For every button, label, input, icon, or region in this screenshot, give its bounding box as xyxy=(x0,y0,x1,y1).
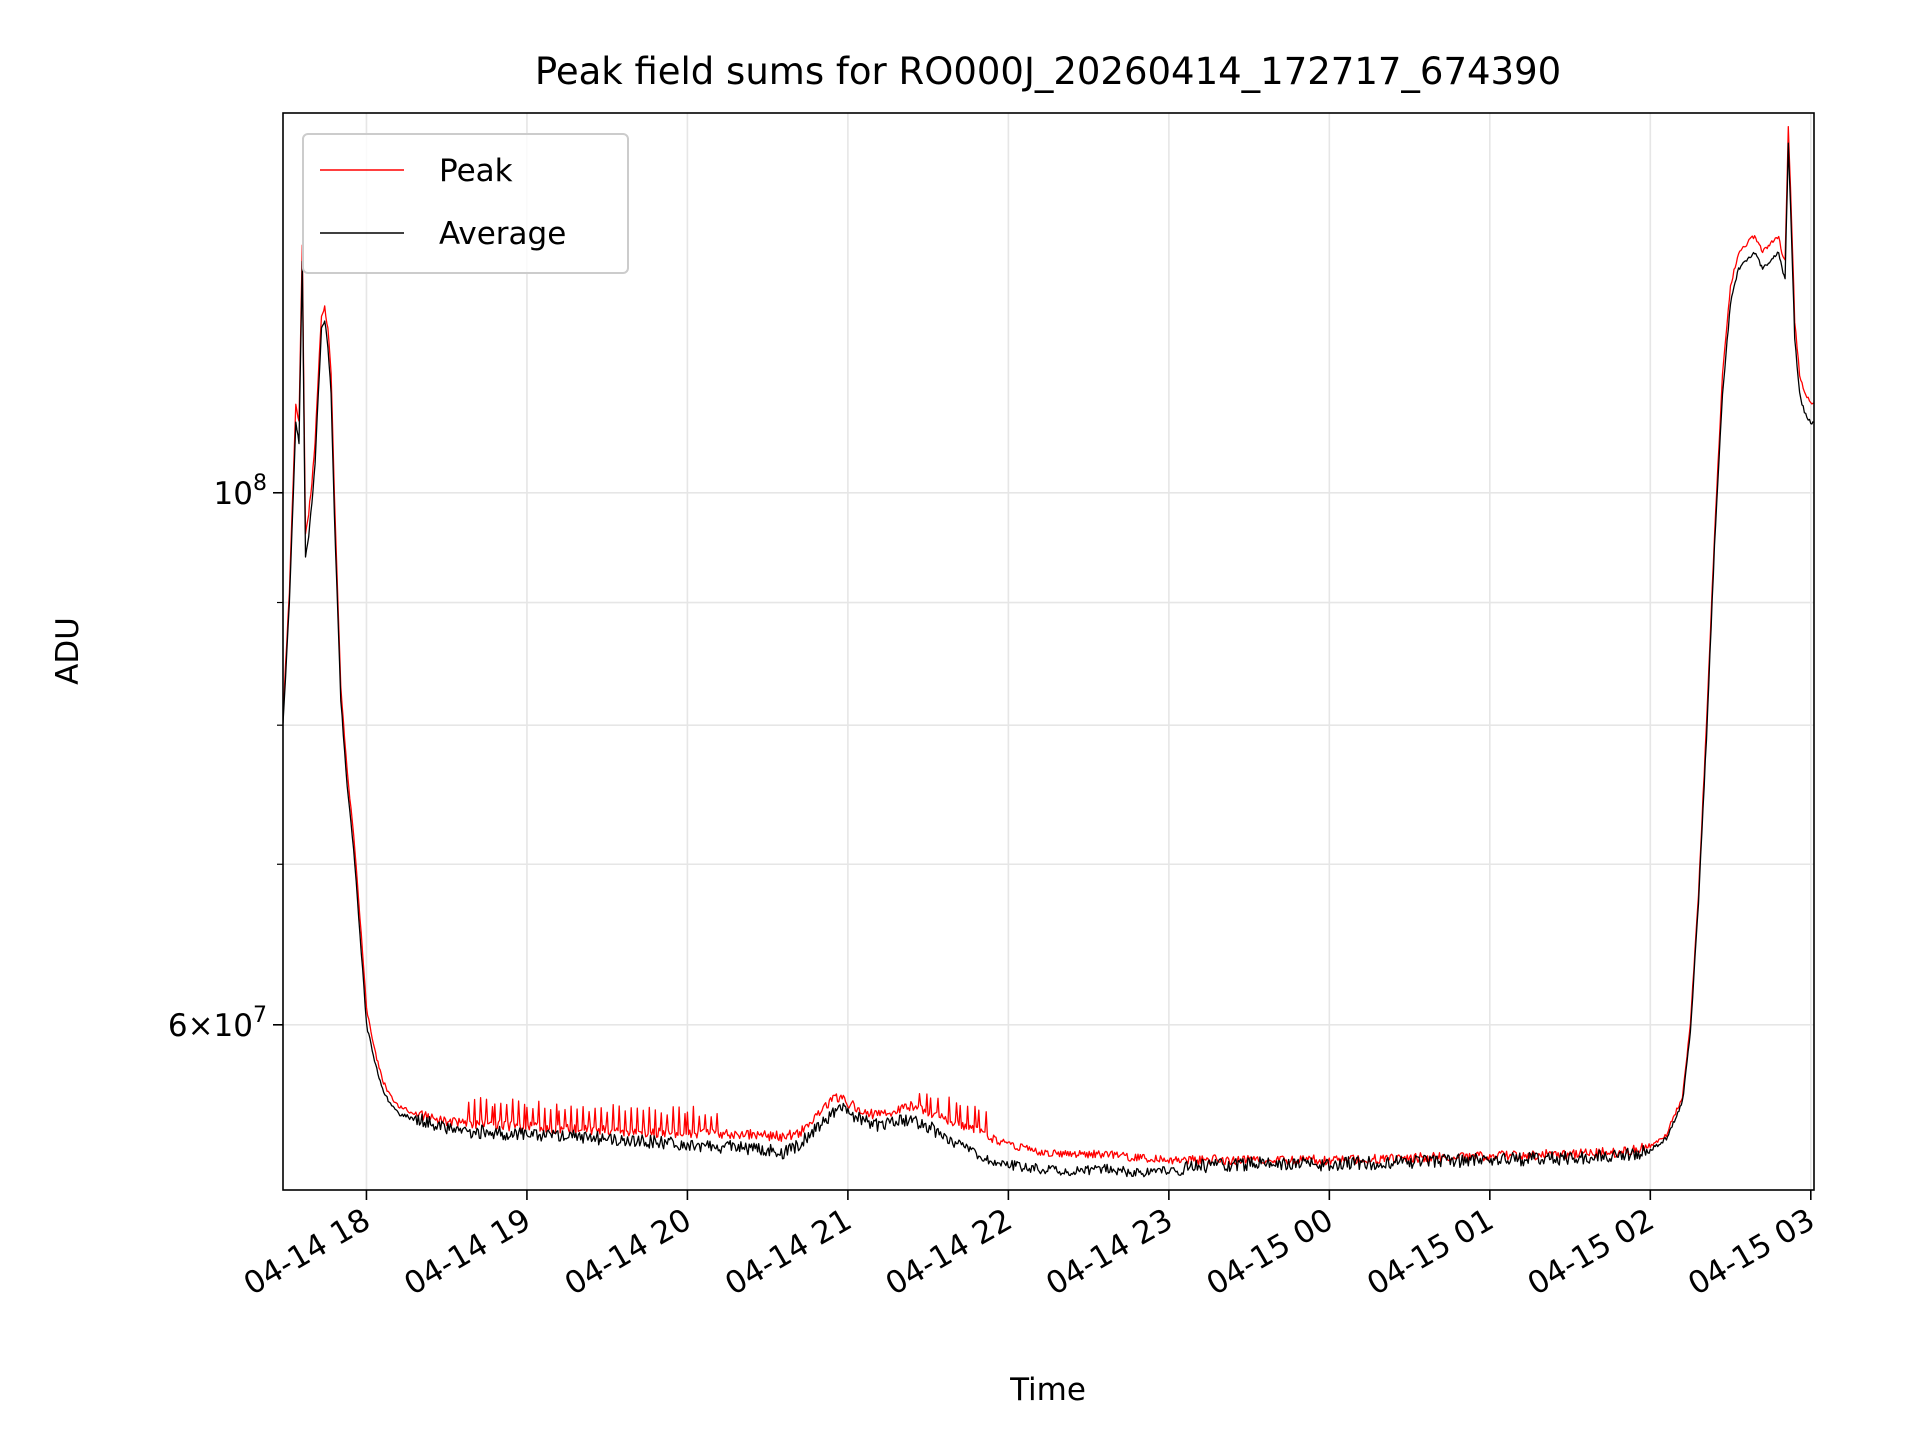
legend-box xyxy=(302,133,629,274)
x-axis-label: Time xyxy=(1009,1372,1086,1408)
plot-frame xyxy=(282,112,1815,1191)
legend-label-average: Average xyxy=(439,216,566,252)
y-axis-label: ADU xyxy=(50,617,86,685)
grid xyxy=(283,113,1814,1190)
y-tick-label: 108 xyxy=(214,471,267,512)
legend-label-peak: Peak xyxy=(439,153,513,189)
y-axis: 108 6×107 xyxy=(168,471,283,1044)
legend: Peak Average xyxy=(302,133,629,274)
series-layer xyxy=(283,126,1814,1178)
chart-title: Peak field sums for RO000J_20260414_1727… xyxy=(535,50,1561,93)
series-line-average xyxy=(283,142,1814,1178)
y-tick-label: 6×107 xyxy=(168,1003,267,1044)
